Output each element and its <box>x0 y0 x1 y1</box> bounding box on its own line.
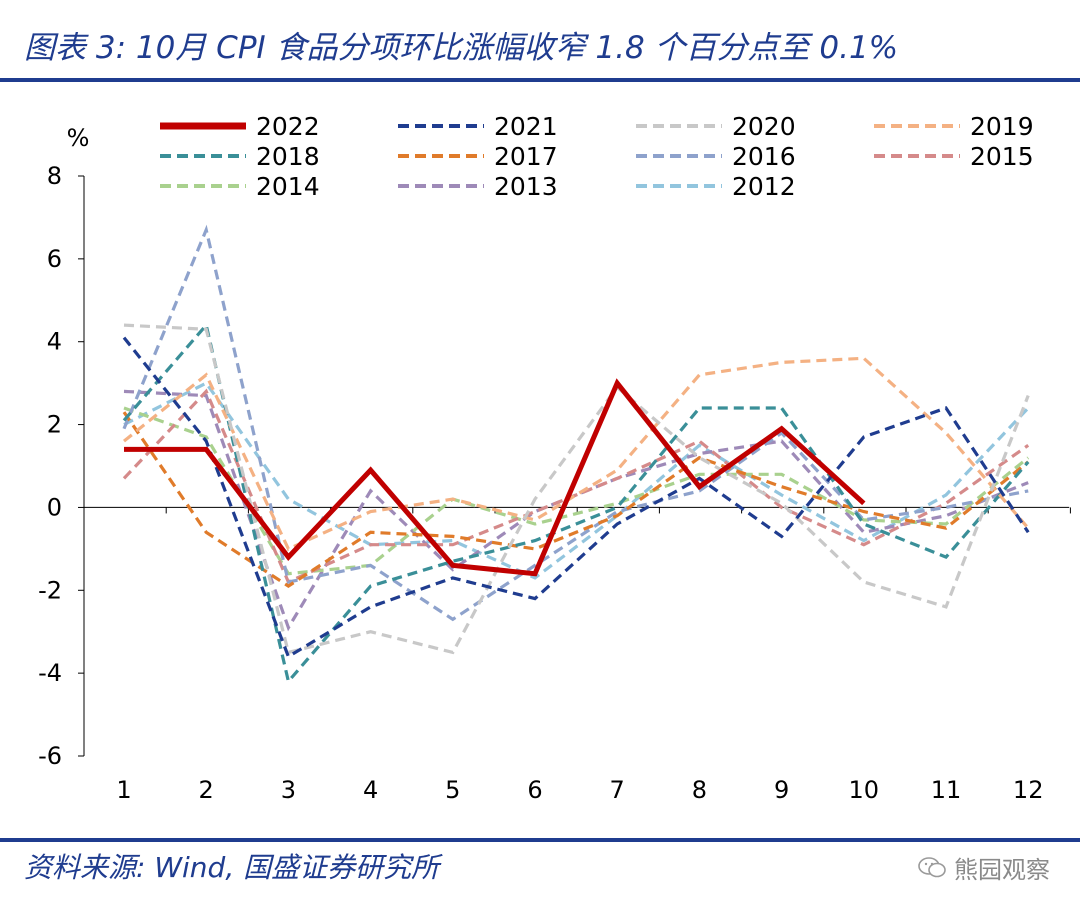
y-tick-label: -2 <box>38 576 62 604</box>
x-tick-label: 8 <box>692 776 707 804</box>
legend-label-2022: 2022 <box>256 112 320 141</box>
legend-label-2019: 2019 <box>970 112 1034 141</box>
legend-label-2015: 2015 <box>970 142 1034 171</box>
series-line-2014 <box>123 406 1030 576</box>
x-tick-label: 1 <box>116 776 131 804</box>
x-tick-label: 4 <box>363 776 378 804</box>
top-rule <box>0 78 1080 82</box>
legend-label-2017: 2017 <box>494 142 558 171</box>
y-tick-label: 0 <box>47 493 62 521</box>
series-line-2019 <box>122 356 1030 552</box>
y-tick-label: 4 <box>47 328 62 356</box>
series-line-2016 <box>122 224 1029 622</box>
series-line-2013 <box>123 389 1029 632</box>
x-tick-label: 10 <box>849 776 880 804</box>
watermark: 熊园观察 <box>918 850 1050 885</box>
y-tick-label: -6 <box>38 742 62 770</box>
x-tick-label: 6 <box>527 776 542 804</box>
series-line-2012 <box>123 381 1030 580</box>
y-tick-label: 6 <box>47 245 62 273</box>
legend-label-2013: 2013 <box>494 172 558 201</box>
y-axis-label: % <box>67 124 90 152</box>
series-line-2018 <box>122 321 1030 685</box>
legend-label-2018: 2018 <box>256 142 320 171</box>
legend-label-2016: 2016 <box>732 142 796 171</box>
legend-label-2021: 2021 <box>494 112 558 141</box>
x-tick-label: 3 <box>281 776 296 804</box>
x-tick-label: 12 <box>1013 776 1044 804</box>
chart-title: 图表 3: 10月 CPI 食品分项环比涨幅收窄 1.8 个百分点至 0.1% <box>24 30 899 66</box>
x-tick-label: 5 <box>445 776 460 804</box>
x-tick-label: 11 <box>931 776 962 804</box>
legend-label-2012: 2012 <box>732 172 796 201</box>
wechat-icon <box>918 856 946 877</box>
legend-label-2014: 2014 <box>256 172 320 201</box>
x-tick-label: 9 <box>774 776 789 804</box>
watermark-text: 熊园观察 <box>954 856 1050 884</box>
series-line-2020 <box>123 323 1030 655</box>
y-tick-label: 2 <box>47 411 62 439</box>
series-line-2015 <box>122 388 1030 585</box>
series-line-2017 <box>122 411 1030 589</box>
x-tick-label: 7 <box>610 776 625 804</box>
series-line-2021 <box>122 336 1030 659</box>
source-note: 资料来源: Wind, 国盛证券研究所 <box>24 851 440 884</box>
y-tick-label: -4 <box>38 659 62 687</box>
bottom-rule <box>0 838 1080 842</box>
series-line-2022 <box>124 378 866 577</box>
x-tick-label: 2 <box>199 776 214 804</box>
legend-label-2020: 2020 <box>732 112 796 141</box>
y-tick-label: 8 <box>47 162 62 190</box>
